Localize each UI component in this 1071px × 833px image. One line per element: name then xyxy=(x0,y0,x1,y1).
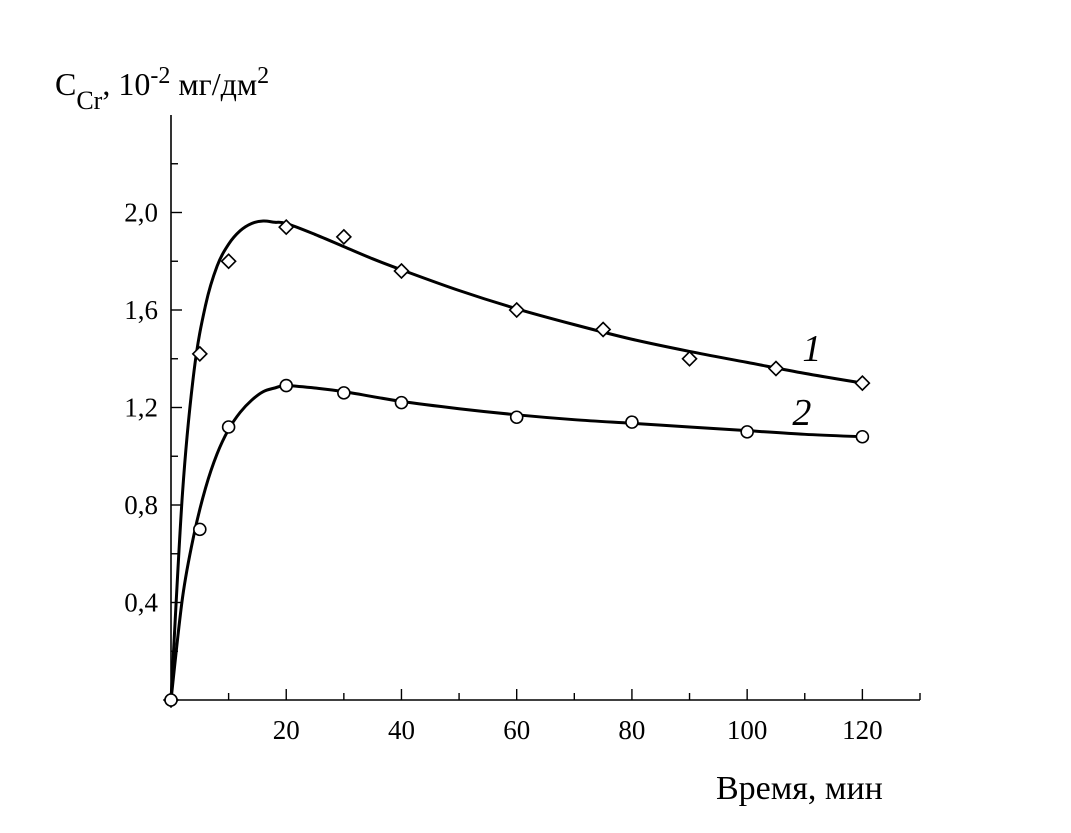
y-tick-label: 2,0 xyxy=(124,198,158,228)
series-2-point xyxy=(164,693,178,707)
y-axis-label-unit: мг/дм xyxy=(170,66,258,102)
x-axis-label: Время, мин xyxy=(716,770,883,807)
series-1-point xyxy=(393,262,410,280)
series-2-point xyxy=(740,425,754,439)
series-1-label: 1 xyxy=(802,328,821,370)
y-axis-label-subscript: Cr xyxy=(76,86,103,115)
series-1-point xyxy=(681,350,698,367)
y-axis-label-symbol: C xyxy=(55,66,77,102)
y-axis-label-sep: , xyxy=(102,66,119,102)
series-1-point xyxy=(594,321,612,338)
y-axis-label-unit-exponent: 2 xyxy=(257,63,270,89)
y-axis-label: CCr, 10-2 мг/дм2 xyxy=(55,64,269,114)
series-2-point xyxy=(509,410,524,425)
y-axis-label-unit-prefix: 10 xyxy=(118,66,151,102)
series-1-curve xyxy=(169,219,863,701)
x-tick-label: 40 xyxy=(388,715,415,745)
y-axis-label-exponent: -2 xyxy=(150,63,171,89)
series-1-point xyxy=(278,218,295,236)
series-2-curve xyxy=(169,384,863,701)
series-1-point xyxy=(854,374,871,392)
series-2-point xyxy=(337,386,351,400)
series-2-point xyxy=(394,395,409,410)
y-tick-label: 0,4 xyxy=(124,588,158,618)
series-1-point xyxy=(767,360,785,377)
series-1-point xyxy=(335,228,352,246)
series-1-point xyxy=(508,301,525,319)
series-2-label: 2 xyxy=(792,392,811,434)
y-tick-label: 1,6 xyxy=(124,295,158,325)
series-2-point xyxy=(279,378,294,393)
x-tick-label: 80 xyxy=(618,715,645,745)
series-1-point xyxy=(220,253,237,270)
series-2-point xyxy=(625,415,639,429)
series-2-point xyxy=(193,522,207,537)
x-tick-label: 60 xyxy=(503,715,530,745)
series-1-point xyxy=(191,345,208,363)
y-tick-label: 1,2 xyxy=(124,393,158,423)
x-tick-label: 120 xyxy=(842,715,883,745)
series-2-point xyxy=(221,420,236,434)
x-tick-label: 100 xyxy=(727,715,768,745)
series-2-point xyxy=(855,429,870,444)
x-tick-label: 20 xyxy=(273,715,300,745)
y-tick-label: 0,8 xyxy=(124,490,158,520)
